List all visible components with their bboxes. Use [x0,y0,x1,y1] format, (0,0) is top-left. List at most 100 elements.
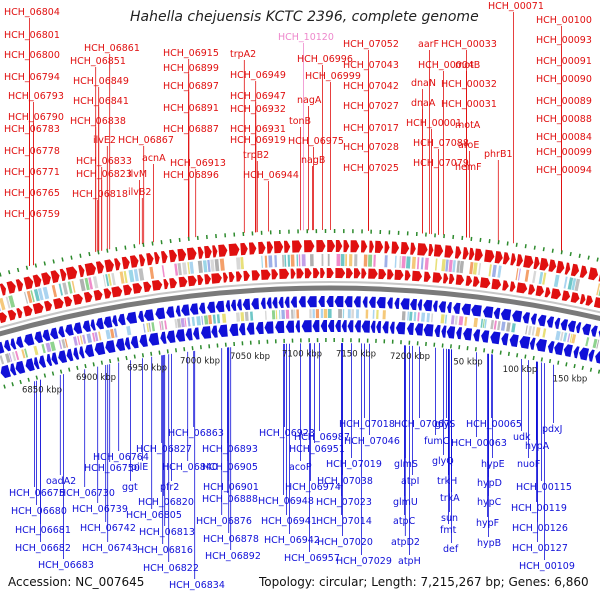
gene-label-hch-10120[interactable]: HCH_10120 [278,32,334,43]
gene-label-hch-06816[interactable]: HCH_06816 [137,545,193,556]
gene-label-hch-06765[interactable]: HCH_06765 [4,188,60,199]
gene-label-hypb[interactable]: hypB [477,538,501,549]
gene-label-phrb1[interactable]: phrB1 [484,149,513,160]
gene-label-hch-00109[interactable]: HCH_00109 [519,561,575,572]
gene-label-hch-07052[interactable]: HCH_07052 [343,39,399,50]
gene-label-glms[interactable]: glmS [394,459,418,470]
gene-label-hch-06867[interactable]: HCH_06867 [118,135,174,146]
gene-label-hch-07043[interactable]: HCH_07043 [343,60,399,71]
gene-label-atpd2[interactable]: atpD2 [391,537,420,548]
gene-label-hch-06793[interactable]: HCH_06793 [8,91,64,102]
gene-label-trka[interactable]: trkA [440,493,460,504]
gene-label-hypd[interactable]: hypD [477,478,502,489]
gene-label-hch-06905[interactable]: HCH_06905 [202,462,258,473]
gene-label-hch-06942[interactable]: HCH_06942 [264,535,320,546]
gene-label-glyq[interactable]: glyQ [432,456,454,467]
gene-label-oada2[interactable]: oadA2 [46,476,76,487]
gene-label-hch-00071[interactable]: HCH_00071 [488,1,544,12]
gene-label-hemf[interactable]: hemF [455,162,482,173]
gene-label-hch-00033[interactable]: HCH_00033 [441,39,497,50]
gene-label-aarf[interactable]: aarF [418,39,439,50]
gene-label-hch-06730[interactable]: HCH_06730 [59,488,115,499]
gene-label-hch-06932[interactable]: HCH_06932 [230,104,286,115]
gene-label-ilve2[interactable]: ilvE2 [93,135,116,146]
gene-label-hch-06801[interactable]: HCH_06801 [4,30,60,41]
gene-label-ggt[interactable]: ggt [122,482,138,493]
gene-label-hch-06823[interactable]: HCH_06823 [76,169,132,180]
gene-label-hch-06813[interactable]: HCH_06813 [139,527,195,538]
gene-label-hch-06987[interactable]: HCH_06987 [294,432,350,443]
gene-label-dnaa[interactable]: dnaA [411,98,436,109]
gene-label-hch-06919[interactable]: HCH_06919 [230,135,286,146]
gene-label-hch-06805[interactable]: HCH_06805 [126,510,182,521]
gene-label-hch-00088[interactable]: HCH_00088 [536,114,592,125]
gene-label-hch-00127[interactable]: HCH_00127 [512,543,568,554]
gene-label-hch-00119[interactable]: HCH_00119 [511,503,567,514]
gene-label-hch-06897[interactable]: HCH_06897 [163,81,219,92]
gene-label-hch-00031[interactable]: HCH_00031 [441,99,497,110]
gene-label-hch-06841[interactable]: HCH_06841 [73,96,129,107]
gene-label-hch-06951[interactable]: HCH_06951 [289,444,345,455]
gene-label-hch-07028[interactable]: HCH_07028 [343,142,399,153]
gene-label-hch-06892[interactable]: HCH_06892 [205,551,261,562]
gene-label-hypf[interactable]: hypF [476,518,499,529]
gene-label-naga[interactable]: nagA [297,95,322,106]
gene-label-hch-07017[interactable]: HCH_07017 [343,123,399,134]
gene-label-acna[interactable]: acnA [142,153,166,164]
gene-label-ilvb2[interactable]: ilvB2 [128,187,151,198]
gene-label-trpa2[interactable]: trpA2 [230,49,256,60]
gene-label-hch-06957[interactable]: HCH_06957 [284,553,340,564]
gene-label-hch-06888[interactable]: HCH_06888 [202,494,258,505]
gene-label-hch-06743[interactable]: HCH_06743 [82,543,138,554]
gene-label-hch-06896[interactable]: HCH_06896 [163,170,219,181]
gene-label-hch-06876[interactable]: HCH_06876 [196,516,252,527]
gene-label-hch-07018[interactable]: HCH_07018 [339,419,395,430]
gene-label-glys[interactable]: glyS [435,419,455,430]
gene-label-hch-00093[interactable]: HCH_00093 [536,35,592,46]
gene-label-hch-06778[interactable]: HCH_06778 [4,146,60,157]
gene-label-hch-07025[interactable]: HCH_07025 [343,163,399,174]
gene-label-hch-06931[interactable]: HCH_06931 [230,124,286,135]
gene-label-glmu[interactable]: glmU [393,497,418,508]
gene-label-hch-06834[interactable]: HCH_06834 [169,580,225,591]
gene-label-hch-07042[interactable]: HCH_07042 [343,81,399,92]
gene-label-hch-07019[interactable]: HCH_07019 [326,459,382,470]
gene-label-hch-06820[interactable]: HCH_06820 [138,497,194,508]
gene-label-hch-00094[interactable]: HCH_00094 [536,165,592,176]
gene-label-hch-06863[interactable]: HCH_06863 [168,428,224,439]
gene-label-hch-06899[interactable]: HCH_06899 [163,63,219,74]
gene-label-hch-06861[interactable]: HCH_06861 [84,43,140,54]
gene-label-hch-06887[interactable]: HCH_06887 [163,124,219,135]
gene-label-trpb2[interactable]: trpB2 [243,150,269,161]
gene-label-hch-06878[interactable]: HCH_06878 [203,534,259,545]
gene-label-hch-06794[interactable]: HCH_06794 [4,72,60,83]
gene-label-hch-06790[interactable]: HCH_06790 [8,112,64,123]
gene-label-hch-07023[interactable]: HCH_07023 [316,497,372,508]
gene-label-hch-06947[interactable]: HCH_06947 [230,91,286,102]
gene-label-hch-06948[interactable]: HCH_06948 [258,496,314,507]
gene-label-hch-06680[interactable]: HCH_06680 [11,506,67,517]
gene-label-hype[interactable]: hypE [481,459,505,470]
gene-label-def[interactable]: def [443,544,459,555]
gene-label-hypc[interactable]: hypC [477,497,502,508]
gene-label-tonb[interactable]: tonB [289,116,311,127]
gene-label-hch-06975[interactable]: HCH_06975 [288,136,344,147]
gene-label-ilvm[interactable]: ilvM [128,169,147,180]
gene-label-hch-06681[interactable]: HCH_06681 [15,525,71,536]
gene-label-atpi[interactable]: atpI [401,476,419,487]
gene-label-dnan[interactable]: dnaN [411,78,436,89]
gene-label-acop[interactable]: acoP [289,462,312,473]
gene-label-trkh[interactable]: trkH [437,476,457,487]
gene-label-hch-06915[interactable]: HCH_06915 [163,48,219,59]
gene-label-hch-06742[interactable]: HCH_06742 [80,523,136,534]
gene-label-hch-00084[interactable]: HCH_00084 [536,132,592,143]
gene-label-atpc[interactable]: atpC [393,516,416,527]
gene-label-hch-06851[interactable]: HCH_06851 [70,56,126,67]
gene-label-hypa[interactable]: hypA [525,441,550,452]
gene-label-hch-00089[interactable]: HCH_00089 [536,96,592,107]
gene-label-hch-07020[interactable]: HCH_07020 [317,537,373,548]
gene-label-hch-06901[interactable]: HCH_06901 [203,482,259,493]
gene-label-hch-00032[interactable]: HCH_00032 [441,79,497,90]
gene-label-hch-00099[interactable]: HCH_00099 [536,147,592,158]
gene-label-hch-06941[interactable]: HCH_06941 [261,516,317,527]
